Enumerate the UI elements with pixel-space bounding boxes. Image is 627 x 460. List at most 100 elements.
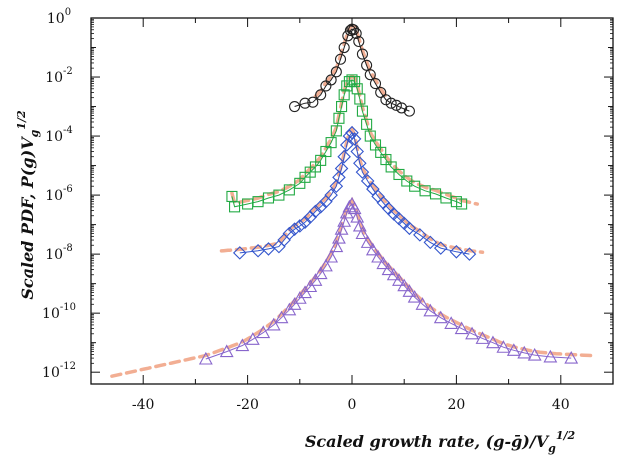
triangle-marker [496,340,511,353]
diamond-marker [287,222,302,236]
diamond-marker [355,165,370,179]
circle-marker [348,24,360,36]
triangle-marker [274,310,289,324]
axis-ticks [91,17,613,384]
triangle-marker [543,349,558,363]
triangle-marker [465,326,479,340]
circle-marker [350,27,362,39]
square-marker [385,161,397,173]
square-marker [333,112,345,124]
y-axis-title: Scaled PDF, P(g)Vg1/2 [15,110,41,300]
circle-marker [375,86,387,99]
square-marker [336,100,348,113]
triangle-marker [376,256,391,270]
circle-marker [390,99,402,111]
x-tick-label: 20 [447,397,465,413]
triangle-marker [433,310,448,324]
fit-curve [110,196,594,378]
triangle-marker [381,262,396,276]
triangle-marker [517,345,532,359]
square-marker [356,105,368,117]
triangle-marker [308,273,323,286]
triangle-marker [347,201,362,215]
triangle-marker [415,297,430,310]
square-marker [338,89,350,101]
y-tick-label: 10-8 [45,243,73,263]
circle-marker [289,100,301,113]
square-marker [349,76,361,88]
circle-marker [334,53,347,65]
triangle-marker [386,267,401,281]
triangle-marker [303,279,318,293]
data-series [198,23,579,365]
diamond-marker [332,170,346,185]
square-marker [229,201,241,213]
triangle-marker [454,321,469,335]
triangle-marker [407,289,422,303]
triangle-marker [313,266,328,280]
triangle-marker [198,351,213,365]
y-tick-label: 10-12 [42,361,76,381]
circle-marker [356,48,368,60]
diamond-marker [340,138,354,152]
square-marker [330,125,342,137]
circle-marker [396,102,408,114]
triangle-marker [256,325,271,339]
triangle-marker [506,343,521,356]
diamond-marker [345,125,359,140]
triangle-marker [423,303,438,317]
diamond-marker [337,149,351,164]
circle-marker [307,96,319,108]
square-marker [361,118,373,130]
y-tick-label: 10-6 [45,184,73,204]
triangle-marker [219,344,234,358]
y-tick-label: 10-10 [42,302,76,322]
triangle-marker [444,316,459,329]
y-tick-labels: 100 10-2 10-4 10-6 10-8 10-10 10-12 [42,7,76,381]
circle-marker [299,97,311,109]
x-axis-title: Scaled growth rate, (g-ḡ)/Vg1/2 [305,429,576,455]
triangle-marker [329,239,344,253]
y-tick-label: 10-2 [45,66,73,86]
triangle-marker [266,317,281,331]
triangle-marker [527,347,542,361]
diamond-marker [347,132,362,146]
square-marker [283,184,295,196]
triangle-marker [352,218,367,232]
triangle-marker [235,338,250,352]
triangle-marker [475,331,490,344]
circle-marker [385,97,397,109]
circle-marker [353,35,365,48]
diamond-marker [303,210,318,224]
series-diamond [232,125,477,261]
triangle-marker [397,278,412,292]
circle-marker [361,59,373,71]
diamond-marker [433,241,448,255]
triangle-marker [334,222,349,235]
circle-marker [364,69,376,81]
x-tick-label: 0 [348,397,357,413]
circle-marker [315,89,327,101]
diamond-marker [360,174,375,188]
series-square [226,74,468,213]
triangle-marker [355,226,370,240]
square-marker [325,137,337,149]
triangle-marker [371,249,386,263]
diamond-marker [313,200,328,214]
series-triangle [198,196,579,365]
triangle-marker [324,249,339,263]
diamond-marker [350,144,364,159]
triangle-marker [245,332,260,345]
diamond-marker [462,247,477,261]
triangle-marker [392,273,406,286]
triangle-marker [564,350,579,364]
diamond-marker [282,226,297,241]
square-marker [393,168,405,181]
triangle-marker [350,209,365,223]
diamond-marker [402,221,417,236]
triangle-marker [360,235,375,248]
x-tick-labels: -40 -20 0 20 40 [132,397,570,413]
diamond-marker [334,161,349,176]
series-circle [289,23,415,117]
